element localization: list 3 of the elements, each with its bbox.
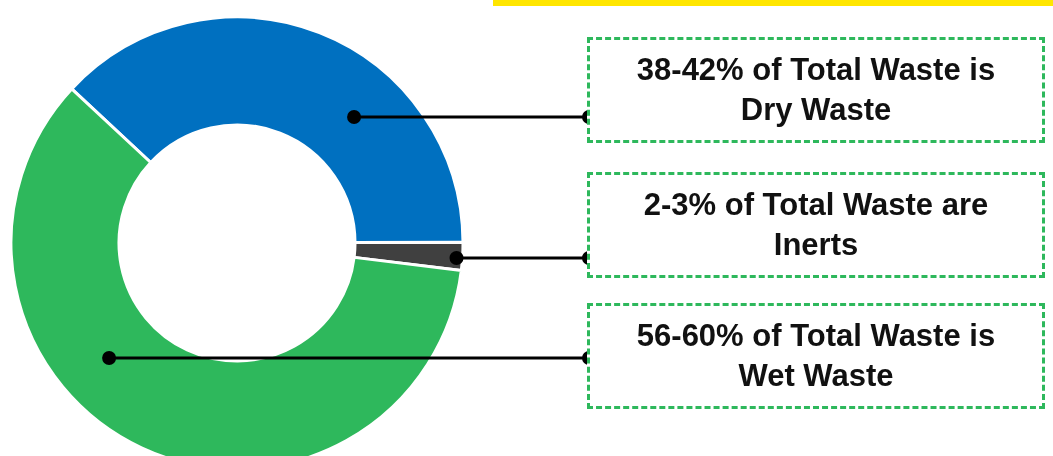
text: 2-3% of Total Waste are Inerts xyxy=(642,186,990,264)
text: 38-42% of Total Waste is Dry Waste xyxy=(635,51,997,129)
text: 56-60% of Total Waste is Wet Waste xyxy=(635,317,997,395)
